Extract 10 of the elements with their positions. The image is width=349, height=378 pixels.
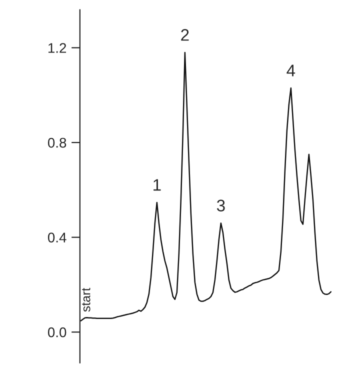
line-series bbox=[80, 52, 332, 322]
annotation: 3 bbox=[216, 200, 225, 212]
annotation: 1 bbox=[154, 179, 161, 191]
y-tick-label: 0.8 bbox=[48, 138, 66, 148]
annotation: start bbox=[82, 288, 90, 312]
annotation: 2 bbox=[181, 29, 189, 41]
y-tick-label: 0.0 bbox=[48, 327, 66, 338]
y-tick-label: 0.4 bbox=[48, 232, 66, 242]
y-tick-label: 1.2 bbox=[48, 43, 66, 53]
annotation: 4 bbox=[286, 64, 296, 76]
